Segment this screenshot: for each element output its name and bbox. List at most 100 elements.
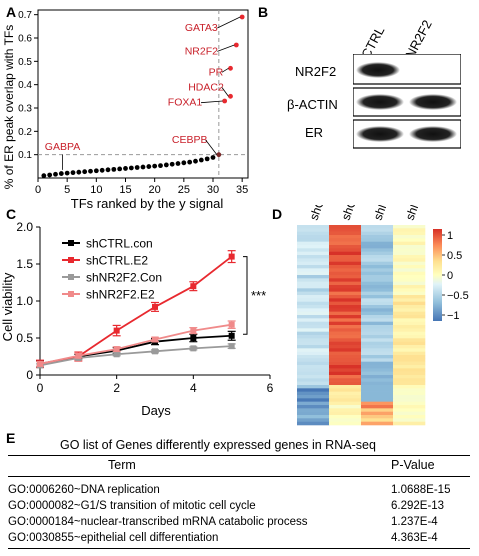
heatmap-cell <box>361 355 394 359</box>
heatmap-cell <box>329 235 362 239</box>
heatmap-cell <box>329 288 362 292</box>
highlighted-point-pr <box>228 65 233 71</box>
heatmap-cell <box>329 348 362 352</box>
data-point <box>128 165 134 171</box>
heatmap-cell <box>297 371 330 376</box>
heatmap-cell <box>393 415 426 419</box>
heatmap-cell <box>329 411 362 416</box>
heatmap-cell <box>297 235 330 239</box>
heatmap-cell <box>329 381 362 386</box>
heatmap-cell <box>329 355 362 359</box>
y-tick-label: 0.5 <box>16 331 33 345</box>
legend-marker <box>68 257 74 263</box>
heatmap-cell <box>297 325 330 329</box>
heatmap-cell <box>297 295 330 299</box>
heatmap-cell <box>329 315 362 319</box>
heatmap-cell <box>361 411 394 416</box>
heatmap-cell <box>361 335 394 339</box>
heatmap-cell <box>361 341 394 346</box>
heatmap-cell <box>329 361 362 366</box>
heatmap-cell <box>297 385 330 389</box>
header-pvalue: P-Value <box>391 458 435 472</box>
heatmap-cell <box>297 305 330 309</box>
x-tick-label: 20 <box>149 184 161 196</box>
heatmap-cell <box>329 325 362 329</box>
y-tick-label: 0.5 <box>18 57 32 68</box>
leader-line <box>200 100 223 104</box>
highlighted-point-gata3 <box>239 14 245 20</box>
colorbar-tick-label: 1 <box>447 230 453 242</box>
data-point <box>113 346 120 353</box>
data-point <box>210 155 216 160</box>
heatmap-cell <box>329 268 362 272</box>
heatmap-cell <box>361 378 394 382</box>
x-tick-label: 10 <box>90 184 102 196</box>
data-point <box>41 173 47 179</box>
heatmap-cell <box>297 321 330 326</box>
row-pvalue: 6.292E-13 <box>391 500 445 512</box>
heatmap-cell <box>297 328 330 332</box>
heatmap-cell <box>393 255 426 259</box>
heatmap-cell <box>393 241 426 246</box>
heatmap-cell <box>393 321 426 326</box>
x-tick-label: 0 <box>35 184 41 196</box>
heatmap-cell <box>393 375 426 379</box>
heatmap-cell <box>393 265 426 269</box>
heatmap-cell <box>329 345 362 349</box>
panel-a-scatter-chart: 0 5 10 15 20 25 30 35 0.1 0.2 0.3 0.4 0.5 0.6 0.7 CEBPB… <box>2 9 249 211</box>
heatmap-cell <box>361 281 394 286</box>
table-row: GO:0030855~epithelial cell differentiati… <box>8 532 470 544</box>
heatmap-cell <box>297 361 330 366</box>
x-tick-label: 6 <box>267 381 274 395</box>
heatmap-cell <box>297 308 330 312</box>
panel-d-heatmap: shCTR.ncshCTR.E2shNR2F2.conshNR2F2.E210.… <box>297 205 469 426</box>
heatmap-cell <box>329 308 362 312</box>
heatmap-cell <box>329 358 362 362</box>
data-point <box>228 332 235 339</box>
heatmap-cell <box>361 391 394 396</box>
heatmap-cell <box>297 268 330 272</box>
heatmap-cell <box>361 315 394 319</box>
heatmap-cell <box>329 265 362 269</box>
heatmap-cell <box>361 245 394 249</box>
table-row: GO:0000082~G1/S transition of mitotic ce… <box>8 500 470 512</box>
data-point <box>228 321 235 328</box>
heatmap-cell <box>393 245 426 249</box>
row-term: GO:0000082~G1/S transition of mitotic ce… <box>8 500 256 512</box>
heatmap-cell <box>361 381 394 386</box>
heatmap-cell <box>393 248 426 252</box>
heatmap-cell <box>361 398 394 402</box>
heatmap-cell <box>393 358 426 362</box>
heatmap-cell <box>297 418 330 422</box>
heatmap-cell <box>361 311 394 316</box>
heatmap-cell <box>361 338 394 342</box>
legend-marker <box>68 274 74 280</box>
heatmap-cell <box>393 338 426 342</box>
data-point <box>58 171 64 176</box>
heatmap-cell <box>361 231 394 236</box>
heatmap-cell <box>329 331 362 336</box>
heatmap-cell <box>297 338 330 342</box>
panel-e-letter: E <box>6 430 16 446</box>
legend-marker <box>68 291 74 297</box>
blot-actin-band-shnr2f2 <box>409 94 457 110</box>
heatmap-cell <box>393 278 426 282</box>
heatmap-cell <box>329 271 362 276</box>
go-table-title: GO list of Genes differently expressed g… <box>60 438 376 452</box>
y-tick-label: 0 <box>26 368 33 382</box>
heatmap-cell <box>393 368 426 372</box>
heatmap-cell <box>361 368 394 372</box>
heatmap-cell <box>393 341 426 346</box>
heatmap-cell <box>329 395 362 399</box>
y-tick-label: 1.5 <box>16 257 33 271</box>
blot-row-label-er: ER <box>305 125 324 140</box>
data-point <box>204 156 210 162</box>
heatmap-cell <box>297 368 330 372</box>
heatmap-cell <box>329 338 362 342</box>
heatmap-cell <box>361 318 394 322</box>
heatmap-cell <box>297 388 330 392</box>
heatmap-cell <box>297 391 330 396</box>
heatmap-cell <box>329 225 362 229</box>
heatmap-cell <box>297 281 330 286</box>
heatmap-cell <box>329 328 362 332</box>
